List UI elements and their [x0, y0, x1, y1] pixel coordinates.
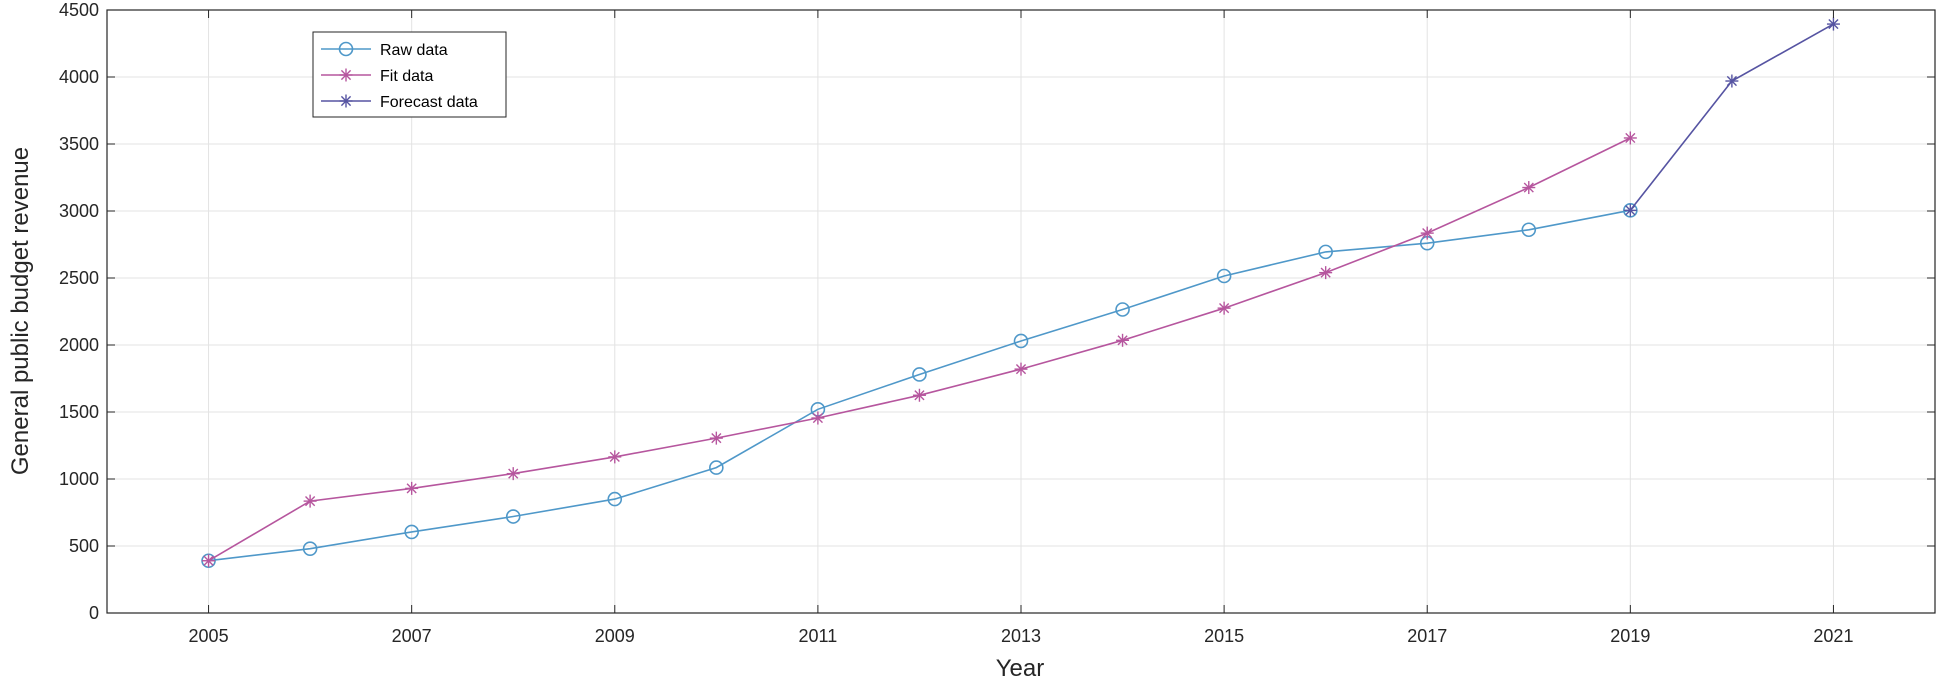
legend-label-raw-data: Raw data — [380, 42, 448, 59]
data-point-raw-data — [505, 509, 521, 524]
legend: Raw data Fit data Forecast data — [312, 31, 507, 118]
data-point-fit-data — [1217, 301, 1231, 315]
data-point-raw-data — [1318, 244, 1333, 260]
axis-ticks — [107, 9, 1935, 614]
data-point-fit-data — [1420, 226, 1434, 240]
y-tick-label: 1500 — [59, 402, 99, 422]
legend-item-forecast-data: Forecast data — [321, 94, 478, 111]
y-axis-label: General public budget revenue — [7, 147, 34, 475]
x-tick-label: 2005 — [189, 626, 229, 646]
data-point-fit-data — [608, 450, 622, 464]
y-tick-label: 1000 — [59, 469, 99, 489]
data-point-fit-data — [811, 411, 825, 425]
series-layer — [201, 17, 1840, 569]
data-point-raw-data — [404, 524, 419, 540]
data-point-fit-data — [405, 481, 419, 495]
x-axis-label: Year — [996, 655, 1045, 682]
y-tick-label: 2000 — [59, 335, 99, 355]
y-tick-label: 3500 — [59, 134, 99, 154]
legend-item-fit-data: Fit data — [321, 68, 433, 85]
data-point-fit-data — [1623, 131, 1637, 145]
data-point-forecast-data — [1623, 203, 1637, 217]
data-point-raw-data — [302, 541, 318, 556]
data-point-fit-data — [1116, 333, 1130, 347]
data-point-fit-data — [1014, 362, 1028, 376]
legend-marker-raw-data — [338, 41, 354, 57]
y-tick-label: 4500 — [59, 0, 99, 20]
y-tick-label: 500 — [69, 536, 99, 556]
x-tick-label: 2019 — [1610, 626, 1650, 646]
data-point-raw-data — [1115, 302, 1130, 317]
data-point-raw-data — [709, 460, 724, 475]
data-point-forecast-data — [1826, 17, 1840, 31]
x-tick-label: 2021 — [1813, 626, 1853, 646]
data-point-raw-data — [607, 491, 623, 507]
data-point-fit-data — [709, 431, 723, 445]
x-tick-label: 2007 — [392, 626, 432, 646]
x-tick-labels: 2005 2007 2009 2011 2013 2015 2017 2019 2021 — [189, 626, 1854, 646]
y-tick-label: 0 — [89, 603, 99, 623]
data-point-fit-data — [912, 388, 926, 402]
x-tick-label: 2011 — [799, 626, 838, 646]
x-tick-label: 2009 — [595, 626, 635, 646]
legend-label-fit-data: Fit data — [380, 68, 433, 85]
series-forecast-data — [1623, 17, 1840, 217]
legend-asterisk-forecast-data — [339, 94, 353, 108]
data-point-fit-data — [1319, 266, 1333, 280]
data-point-raw-data — [1521, 222, 1537, 238]
x-tick-label: 2013 — [1001, 626, 1041, 646]
data-point-raw-data — [912, 367, 927, 382]
x-tick-label: 2017 — [1407, 626, 1447, 646]
legend-marker-fit-data — [339, 68, 353, 82]
y-tick-label: 3000 — [59, 201, 99, 221]
data-point-fit-data — [303, 494, 317, 508]
legend-asterisk-fit-data — [339, 68, 353, 82]
legend-marker-forecast-data — [339, 94, 353, 108]
legend-label-forecast-data: Forecast data — [380, 94, 478, 111]
data-point-forecast-data — [1725, 74, 1739, 88]
legend-item-raw-data: Raw data — [321, 41, 448, 59]
data-point-raw-data — [1013, 333, 1029, 349]
x-tick-label: 2015 — [1204, 626, 1244, 646]
data-point-fit-data — [202, 554, 216, 568]
y-tick-label: 2500 — [59, 268, 99, 288]
data-point-raw-data — [1216, 268, 1232, 284]
y-tick-label: 4000 — [59, 67, 99, 87]
data-point-fit-data — [506, 467, 520, 481]
series-fit-data — [202, 131, 1637, 568]
data-point-fit-data — [1522, 181, 1536, 195]
y-tick-labels: 0 500 1000 1500 2000 2500 3000 3500 4000 4500 — [59, 0, 99, 623]
